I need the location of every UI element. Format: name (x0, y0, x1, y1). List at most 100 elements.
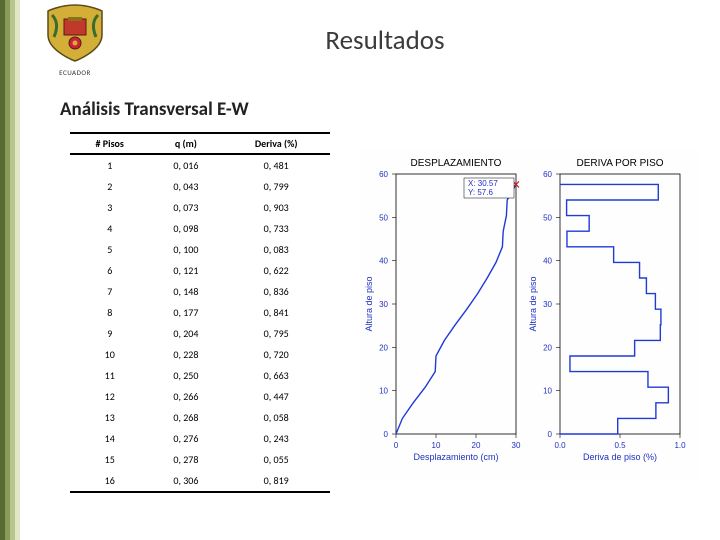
table-cell: 0, 903 (222, 197, 330, 218)
svg-text:0.0: 0.0 (554, 441, 566, 450)
svg-text:0.5: 0.5 (614, 441, 626, 450)
svg-text:20: 20 (379, 343, 388, 352)
svg-text:50: 50 (379, 213, 388, 222)
decorative-stripe (0, 0, 22, 540)
svg-text:10: 10 (379, 387, 388, 396)
table-cell: 9 (70, 323, 149, 344)
table-cell: 0, 266 (149, 386, 222, 407)
table-row: 120, 2660, 447 (70, 386, 330, 407)
table-row: 30, 0730, 903 (70, 197, 330, 218)
chart-panel: DESPLAZAMIENTO Altura de piso Desplazamien… (360, 150, 700, 480)
svg-text:DERIVA POR PISO: DERIVA POR PISO (576, 158, 663, 169)
table-cell: 5 (70, 239, 149, 260)
table-cell: 2 (70, 176, 149, 197)
svg-text:10: 10 (432, 441, 441, 450)
table-cell: 0, 058 (222, 407, 330, 428)
table-cell: 0, 306 (149, 470, 222, 492)
table-cell: 11 (70, 365, 149, 386)
svg-text:40: 40 (379, 257, 388, 266)
data-table: # Pisosq (m)Deriva (%) 10, 0160, 48120, … (70, 132, 330, 493)
table-cell: 0, 733 (222, 218, 330, 239)
table-cell: 0, 819 (222, 470, 330, 492)
table-cell: 0, 083 (222, 239, 330, 260)
svg-text:50: 50 (543, 213, 552, 222)
table-cell: 0, 148 (149, 281, 222, 302)
table-row: 160, 3060, 819 (70, 470, 330, 492)
svg-text:DESPLAZAMIENTO: DESPLAZAMIENTO (411, 158, 502, 169)
table-row: 140, 2760, 243 (70, 428, 330, 449)
table-row: 40, 0980, 733 (70, 218, 330, 239)
logo: ECUADOR (30, 3, 120, 77)
table-row: 80, 1770, 841 (70, 302, 330, 323)
svg-text:20: 20 (472, 441, 481, 450)
svg-text:0: 0 (548, 430, 553, 439)
svg-text:Desplazamiento (cm): Desplazamiento (cm) (413, 452, 498, 462)
table-cell: 0, 073 (149, 197, 222, 218)
table-cell: 0, 622 (222, 260, 330, 281)
table-cell: 0, 228 (149, 344, 222, 365)
svg-text:0: 0 (394, 441, 399, 450)
svg-text:Deriva de piso (%): Deriva de piso (%) (583, 452, 657, 462)
table-cell: 0, 043 (149, 176, 222, 197)
svg-text:40: 40 (543, 257, 552, 266)
table-cell: 0, 055 (222, 449, 330, 470)
table-cell: 15 (70, 449, 149, 470)
table-cell: 7 (70, 281, 149, 302)
svg-text:30: 30 (512, 441, 521, 450)
table-cell: 0, 016 (149, 154, 222, 176)
svg-text:30: 30 (379, 300, 388, 309)
table-cell: 8 (70, 302, 149, 323)
section-subtitle: Análisis Transversal E-W (60, 98, 249, 121)
table-cell: 1 (70, 154, 149, 176)
table-cell: 0, 268 (149, 407, 222, 428)
table-cell: 0, 100 (149, 239, 222, 260)
table-cell: 10 (70, 344, 149, 365)
table-cell: 0, 098 (149, 218, 222, 239)
column-header: q (m) (149, 133, 222, 154)
table-row: 90, 2040, 795 (70, 323, 330, 344)
table-cell: 14 (70, 428, 149, 449)
table-cell: 0, 243 (222, 428, 330, 449)
crest-icon (40, 3, 110, 63)
header: ECUADOR Resultados (30, 0, 710, 80)
table-row: 50, 1000, 083 (70, 239, 330, 260)
table-cell: 0, 663 (222, 365, 330, 386)
svg-text:20: 20 (543, 343, 552, 352)
table-row: 130, 2680, 058 (70, 407, 330, 428)
logo-subtext: ECUADOR (30, 68, 120, 77)
table-cell: 0, 841 (222, 302, 330, 323)
svg-text:60: 60 (543, 170, 552, 179)
table-row: 10, 0160, 481 (70, 154, 330, 176)
svg-text:Altura de piso: Altura de piso (364, 276, 374, 331)
table-cell: 0, 177 (149, 302, 222, 323)
svg-text:10: 10 (543, 387, 552, 396)
column-header: # Pisos (70, 133, 149, 154)
table-cell: 4 (70, 218, 149, 239)
table-cell: 0, 481 (222, 154, 330, 176)
table-cell: 0, 836 (222, 281, 330, 302)
svg-text:60: 60 (379, 170, 388, 179)
table-row: 60, 1210, 622 (70, 260, 330, 281)
svg-text:Y: 57.6: Y: 57.6 (468, 188, 493, 197)
table-cell: 3 (70, 197, 149, 218)
svg-text:0: 0 (384, 430, 389, 439)
svg-text:X: 30.57: X: 30.57 (468, 179, 498, 188)
svg-text:Altura de piso: Altura de piso (528, 276, 538, 331)
table-cell: 0, 278 (149, 449, 222, 470)
table-cell: 6 (70, 260, 149, 281)
table-cell: 0, 276 (149, 428, 222, 449)
column-header: Deriva (%) (222, 133, 330, 154)
table-cell: 0, 720 (222, 344, 330, 365)
table-cell: 0, 799 (222, 176, 330, 197)
table-row: 150, 2780, 055 (70, 449, 330, 470)
table-cell: 0, 795 (222, 323, 330, 344)
table-row: 20, 0430, 799 (70, 176, 330, 197)
table-cell: 0, 250 (149, 365, 222, 386)
table-cell: 13 (70, 407, 149, 428)
table-row: 70, 1480, 836 (70, 281, 330, 302)
table-cell: 0, 447 (222, 386, 330, 407)
table-cell: 0, 121 (149, 260, 222, 281)
table-cell: 0, 204 (149, 323, 222, 344)
table-cell: 12 (70, 386, 149, 407)
table-row: 100, 2280, 720 (70, 344, 330, 365)
